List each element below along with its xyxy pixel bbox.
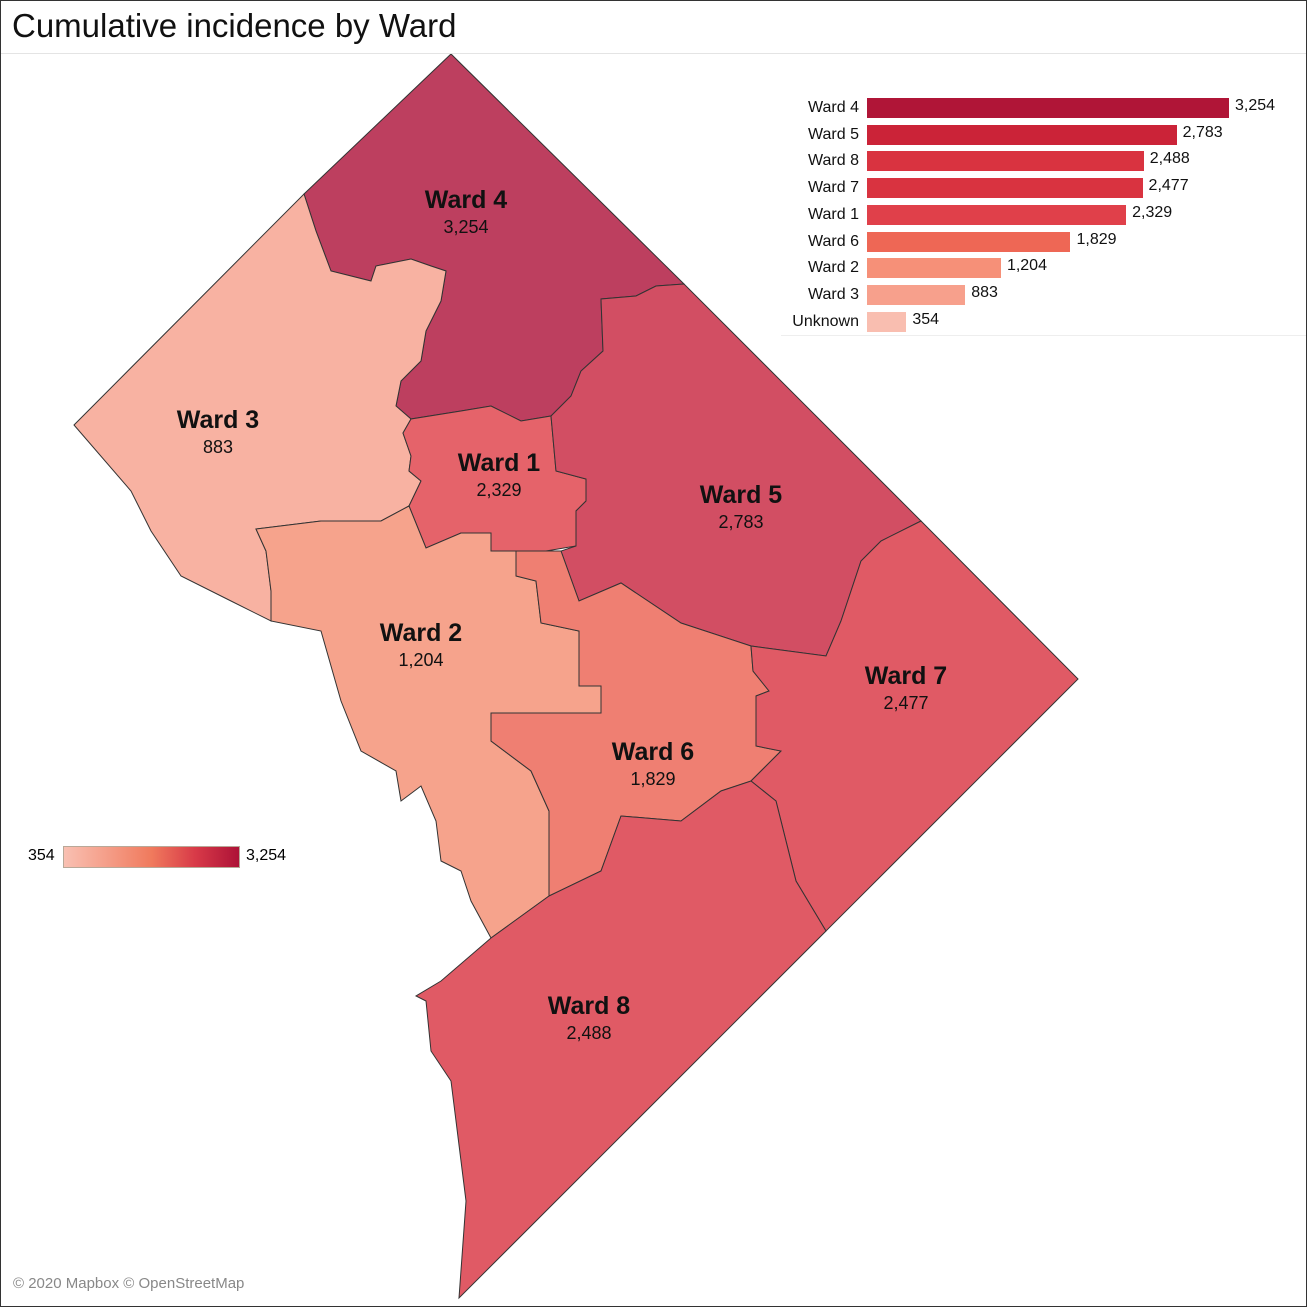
ward3-value: 883 (203, 437, 233, 457)
bar-value-label: 2,329 (1132, 203, 1173, 221)
ward2-label: Ward 2 (380, 619, 462, 647)
ward2-value: 1,204 (398, 650, 443, 670)
bar[interactable] (867, 204, 1127, 225)
ward7-label: Ward 7 (865, 662, 947, 690)
bar-row[interactable]: Ward 2 1,204 (781, 257, 1301, 279)
legend-gradient (63, 846, 240, 868)
bar[interactable] (867, 124, 1177, 145)
bar-value-label: 883 (971, 283, 998, 301)
ward-bar-chart: Ward 4 3,254 Ward 5 2,783 Ward 8 2,488 Ward 7 2… (781, 95, 1306, 336)
map-attribution[interactable]: © 2020 Mapbox © OpenStreetMap (13, 1275, 245, 1292)
ward8-value: 2,488 (566, 1023, 611, 1043)
bar-category-label: Ward 2 (808, 259, 859, 277)
bar-row[interactable]: Unknown 354 (781, 310, 1301, 332)
bar-category-label: Ward 5 (808, 125, 859, 143)
bar-row[interactable]: Ward 4 3,254 (781, 97, 1301, 118)
bar-category-label: Ward 1 (808, 205, 859, 223)
ward3-label: Ward 3 (177, 406, 259, 434)
bar[interactable] (867, 178, 1143, 199)
ward1-label: Ward 1 (458, 449, 541, 477)
bar-row[interactable]: Ward 7 2,477 (781, 177, 1301, 199)
bar-category-label: Ward 8 (808, 152, 859, 170)
bar[interactable] (867, 98, 1229, 118)
bar[interactable] (867, 284, 966, 305)
ward6-value: 1,829 (630, 769, 675, 789)
ward5-value: 2,783 (718, 512, 763, 532)
page-title: Cumulative incidence by Ward (12, 7, 457, 44)
bar[interactable] (867, 231, 1071, 252)
ward8-label: Ward 8 (548, 992, 631, 1020)
bar-value-label: 1,204 (1006, 257, 1047, 275)
ward8-region[interactable] (414, 780, 827, 1300)
bar-row[interactable]: Ward 3 883 (781, 283, 1301, 305)
title-divider (1, 53, 1306, 54)
bar-value-label: 2,477 (1148, 177, 1189, 195)
ward6-label: Ward 6 (612, 738, 694, 766)
ward5-label: Ward 5 (700, 481, 783, 509)
bar-category-label: Unknown (792, 312, 859, 330)
bar-category-label: Ward 3 (808, 285, 859, 303)
bar-row[interactable]: Ward 5 2,783 (781, 123, 1301, 145)
bar-category-label: Ward 4 (808, 99, 859, 116)
bar[interactable] (867, 258, 1001, 279)
bar-value-label: 1,829 (1076, 230, 1117, 248)
bar-category-label: Ward 6 (808, 232, 859, 250)
bar-row[interactable]: Ward 1 2,329 (781, 203, 1301, 225)
bar-value-label: 2,488 (1149, 150, 1190, 168)
ward4-label: Ward 4 (425, 186, 508, 214)
legend-max: 3,254 (246, 847, 287, 864)
bar-value-label: 354 (912, 310, 940, 328)
bar-category-label: Ward 7 (808, 179, 859, 197)
ward1-value: 2,329 (476, 480, 521, 500)
bar-value-label: 2,783 (1182, 123, 1223, 141)
legend-min: 354 (28, 847, 55, 864)
ward4-value: 3,254 (443, 217, 488, 237)
bar-row[interactable]: Ward 6 1,829 (781, 230, 1301, 252)
bar-row[interactable]: Ward 8 2,488 (781, 150, 1301, 172)
bar[interactable] (867, 151, 1144, 172)
bar-value-label: 3,254 (1235, 97, 1276, 114)
ward7-value: 2,477 (883, 693, 928, 713)
bar[interactable] (867, 311, 907, 332)
